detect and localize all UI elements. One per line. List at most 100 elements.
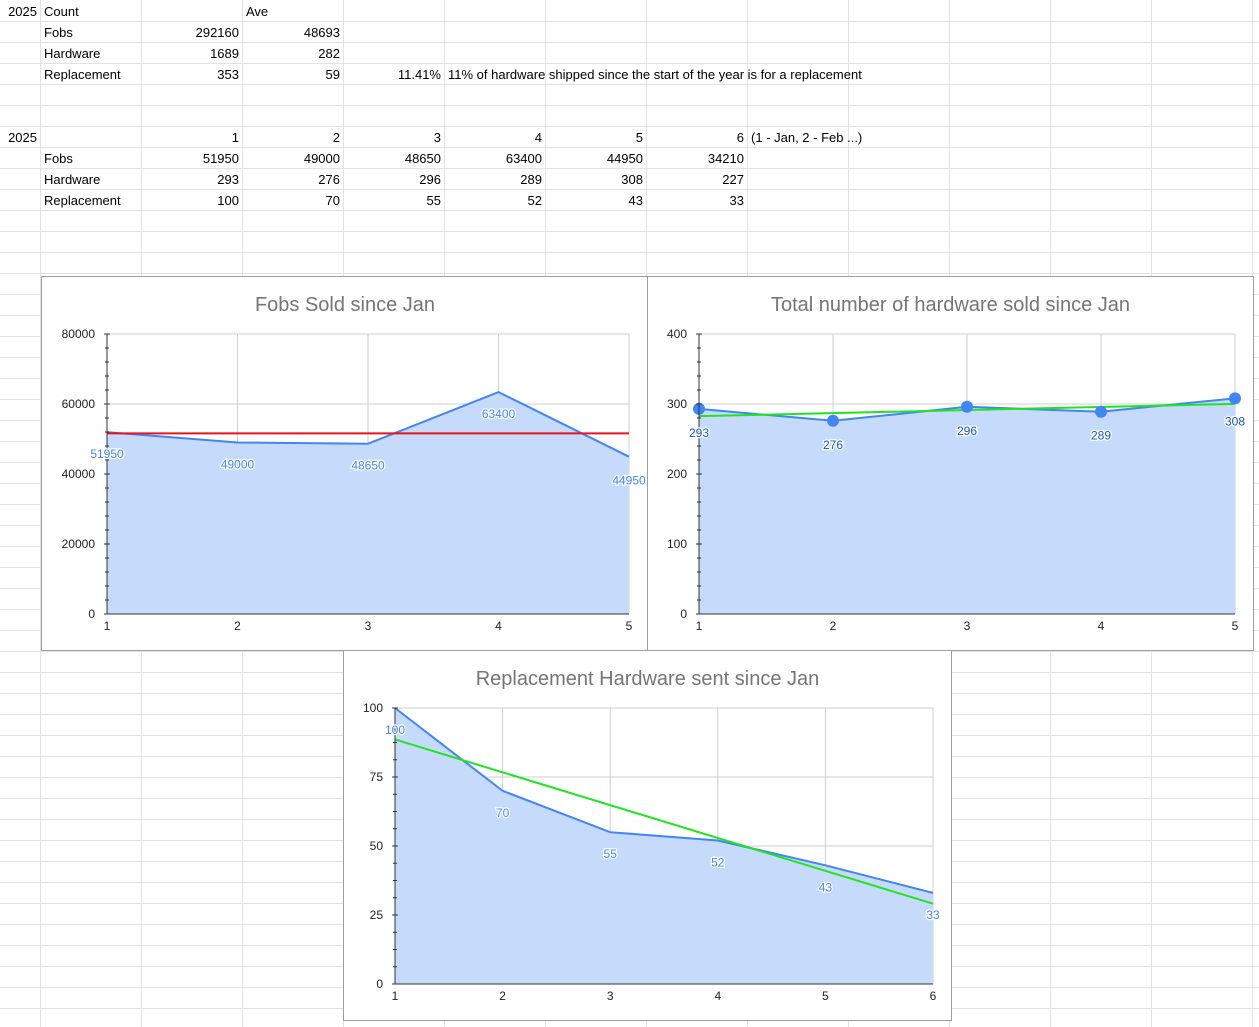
series-area — [699, 398, 1235, 614]
hardware-chart-svg: Total number of hardware sold since Jan 0… — [667, 294, 1247, 633]
y-tick-label: 50 — [370, 839, 384, 853]
series-area — [395, 708, 933, 984]
x-tick-label: 6 — [930, 989, 937, 1003]
x-tick-label: 5 — [822, 989, 829, 1003]
y-tick-label: 75 — [370, 770, 384, 784]
x-tick-label: 4 — [1098, 619, 1105, 633]
y-tick-label: 0 — [680, 607, 687, 621]
summary-count-replacement[interactable]: 353 — [217, 67, 239, 82]
monthly-label-hardware[interactable]: Hardware — [44, 172, 101, 187]
month-header-2[interactable]: 2 — [332, 130, 340, 145]
monthly-fobs-3[interactable]: 48650 — [404, 151, 441, 166]
data-label: 63400 — [482, 407, 516, 421]
summary-label-fobs[interactable]: Fobs — [44, 25, 73, 40]
monthly-replacement-4[interactable]: 52 — [527, 193, 542, 208]
summary-ave-header[interactable]: Ave — [246, 4, 269, 19]
y-tick-label: 25 — [370, 908, 384, 922]
series-line — [394, 707, 934, 894]
x-tick-label: 4 — [495, 619, 502, 633]
data-point — [961, 400, 973, 413]
monthly-hardware-5[interactable]: 308 — [621, 172, 643, 187]
series-area — [107, 392, 629, 614]
replacement-chart-svg: Replacement Hardware sent since Jan 0 25 50… — [363, 668, 941, 1003]
monthly-replacement-2[interactable]: 70 — [325, 193, 340, 208]
data-label: 100 — [385, 723, 405, 737]
monthly-hardware-4[interactable]: 289 — [520, 172, 542, 187]
data-label: 33 — [926, 908, 940, 922]
y-tick-label: 0 — [376, 977, 383, 991]
summary-label-hardware[interactable]: Hardware — [44, 46, 101, 61]
month-header-3[interactable]: 3 — [433, 130, 441, 145]
data-label: 52 — [711, 855, 725, 869]
data-label: 293 — [689, 426, 709, 440]
x-tick-label: 3 — [964, 619, 971, 633]
month-header-4[interactable]: 4 — [534, 130, 542, 145]
monthly-fobs-2[interactable]: 49000 — [303, 151, 340, 166]
monthly-hardware-3[interactable]: 296 — [419, 172, 441, 187]
summary-ave-replacement[interactable]: 59 — [325, 67, 340, 82]
x-tick-label: 1 — [392, 989, 399, 1003]
x-tick-label: 3 — [365, 619, 372, 633]
summary-note[interactable]: 11% of hardware shipped since the start … — [448, 67, 862, 82]
data-label: 289 — [1091, 429, 1111, 443]
monthly-hardware-1[interactable]: 293 — [217, 172, 239, 187]
month-header-6[interactable]: 6 — [736, 130, 744, 145]
y-tick-label: 60000 — [62, 397, 96, 411]
hardware-chart[interactable]: Total number of hardware sold since Jan 0… — [647, 276, 1254, 651]
y-tick-label: 300 — [667, 397, 687, 411]
monthly-replacement-5[interactable]: 43 — [628, 193, 643, 208]
data-label: 296 — [957, 424, 977, 438]
y-tick-label: 100 — [667, 537, 687, 551]
data-label: 308 — [1225, 414, 1245, 428]
x-tick-label: 2 — [830, 619, 837, 633]
monthly-label-fobs[interactable]: Fobs — [44, 151, 73, 166]
y-tick-label: 400 — [667, 327, 687, 341]
y-tick-label: 200 — [667, 467, 687, 481]
monthly-fobs-1[interactable]: 51950 — [202, 151, 239, 166]
summary-count-header[interactable]: Count — [44, 4, 79, 19]
month-note[interactable]: (1 - Jan, 2 - Feb ...) — [751, 130, 863, 145]
monthly-year[interactable]: 2025 — [8, 130, 37, 145]
data-label: 70 — [496, 806, 510, 820]
data-label: 43 — [819, 880, 833, 894]
data-label: 49000 — [221, 458, 255, 472]
data-label: 44950 — [612, 474, 646, 488]
fobs-chart-svg: Fobs Sold since Jan 0 20000 40000 60000 80000… — [62, 294, 648, 633]
data-label: 51950 — [90, 447, 124, 461]
summary-count-fobs[interactable]: 292160 — [195, 25, 239, 40]
summary-ave-hardware[interactable]: 282 — [318, 46, 340, 61]
summary-year[interactable]: 2025 — [8, 4, 37, 19]
data-point — [1095, 405, 1107, 418]
trendline — [394, 738, 934, 905]
monthly-hardware-6[interactable]: 227 — [722, 172, 744, 187]
month-header-5[interactable]: 5 — [635, 130, 643, 145]
y-tick-label: 20000 — [62, 537, 96, 551]
x-tick-label: 1 — [696, 619, 703, 633]
x-tick-label: 5 — [1232, 619, 1239, 633]
x-tick-label: 4 — [714, 989, 721, 1003]
monthly-replacement-6[interactable]: 33 — [729, 193, 744, 208]
monthly-replacement-1[interactable]: 100 — [217, 193, 239, 208]
summary-ave-fobs[interactable]: 48693 — [303, 25, 340, 40]
monthly-replacement-3[interactable]: 55 — [426, 193, 441, 208]
summary-count-hardware[interactable]: 1689 — [210, 46, 239, 61]
y-tick-label: 40000 — [62, 467, 96, 481]
x-tick-label: 1 — [104, 619, 111, 633]
fobs-chart[interactable]: Fobs Sold since Jan 0 20000 40000 60000 80000… — [41, 276, 649, 651]
replacement-chart[interactable]: Replacement Hardware sent since Jan 0 25 50… — [343, 650, 952, 1021]
monthly-hardware-2[interactable]: 276 — [318, 172, 340, 187]
data-point — [1229, 392, 1241, 405]
summary-label-replacement[interactable]: Replacement — [44, 67, 121, 82]
month-header-1[interactable]: 1 — [231, 130, 239, 145]
x-tick-label: 2 — [234, 619, 241, 633]
monthly-label-replacement[interactable]: Replacement — [44, 193, 121, 208]
y-tick-label: 80000 — [62, 327, 96, 341]
monthly-fobs-6[interactable]: 34210 — [707, 151, 744, 166]
series-line — [106, 391, 630, 458]
summary-percentage[interactable]: 11.41% — [397, 67, 441, 82]
chart-title: Total number of hardware sold since Jan — [771, 294, 1130, 316]
chart-title: Replacement Hardware sent since Jan — [476, 668, 820, 690]
monthly-fobs-4[interactable]: 63400 — [505, 151, 542, 166]
data-label: 55 — [604, 847, 618, 861]
monthly-fobs-5[interactable]: 44950 — [606, 151, 643, 166]
